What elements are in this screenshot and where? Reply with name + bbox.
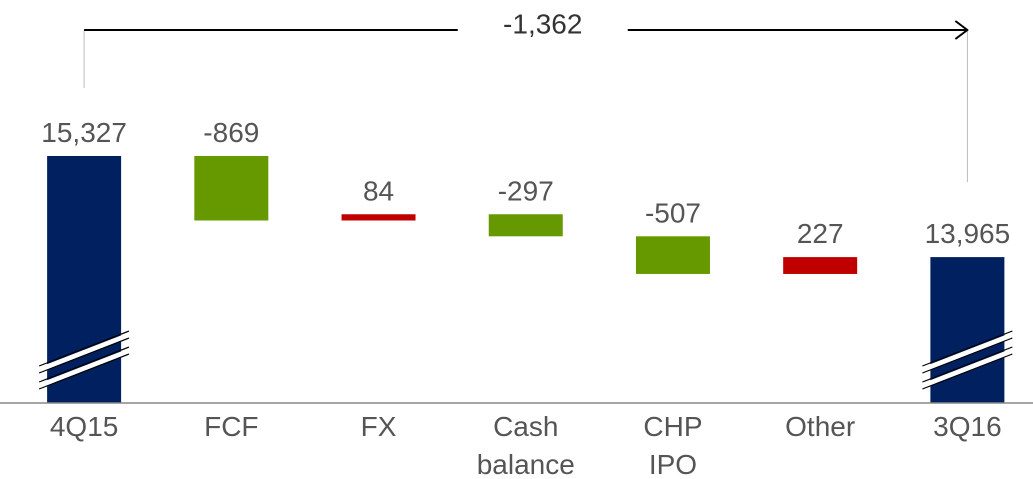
value-label: -869 bbox=[203, 117, 259, 148]
axis-break-edge bbox=[922, 330, 1013, 367]
value-label: 15,327 bbox=[41, 117, 127, 148]
value-label: -297 bbox=[498, 175, 554, 206]
x-tick-label: Cash balance bbox=[476, 411, 575, 479]
x-tick-label: Other bbox=[785, 411, 856, 442]
x-tick-label: CHP IPO bbox=[643, 411, 703, 479]
bar bbox=[635, 236, 710, 274]
axis-break-edge bbox=[38, 353, 130, 390]
axis-break-edge bbox=[922, 346, 1013, 383]
bar bbox=[488, 214, 563, 237]
value-label: 13,965 bbox=[925, 218, 1011, 249]
bar bbox=[194, 155, 269, 221]
bar bbox=[341, 214, 416, 221]
axis-break bbox=[38, 348, 131, 389]
axis-break-edge bbox=[922, 353, 1013, 390]
value-label: -507 bbox=[645, 197, 701, 228]
bar bbox=[783, 257, 858, 274]
x-tick-label: FX bbox=[360, 411, 397, 442]
axis-break-edge bbox=[38, 337, 130, 374]
axis-break-edge bbox=[38, 346, 130, 383]
axis-break bbox=[921, 332, 1014, 373]
x-tick-label: 4Q15 bbox=[49, 411, 119, 442]
axis-break bbox=[921, 348, 1014, 389]
value-label: 84 bbox=[363, 175, 394, 206]
axis-break-edge bbox=[38, 330, 130, 367]
x-tick-label: FCF bbox=[204, 411, 259, 442]
x-tick-label: 3Q16 bbox=[933, 411, 1002, 442]
value-label: 227 bbox=[797, 218, 844, 249]
axis-break bbox=[38, 332, 131, 373]
annotation: -1,362 bbox=[503, 8, 582, 39]
axis-break-edge bbox=[922, 337, 1013, 374]
